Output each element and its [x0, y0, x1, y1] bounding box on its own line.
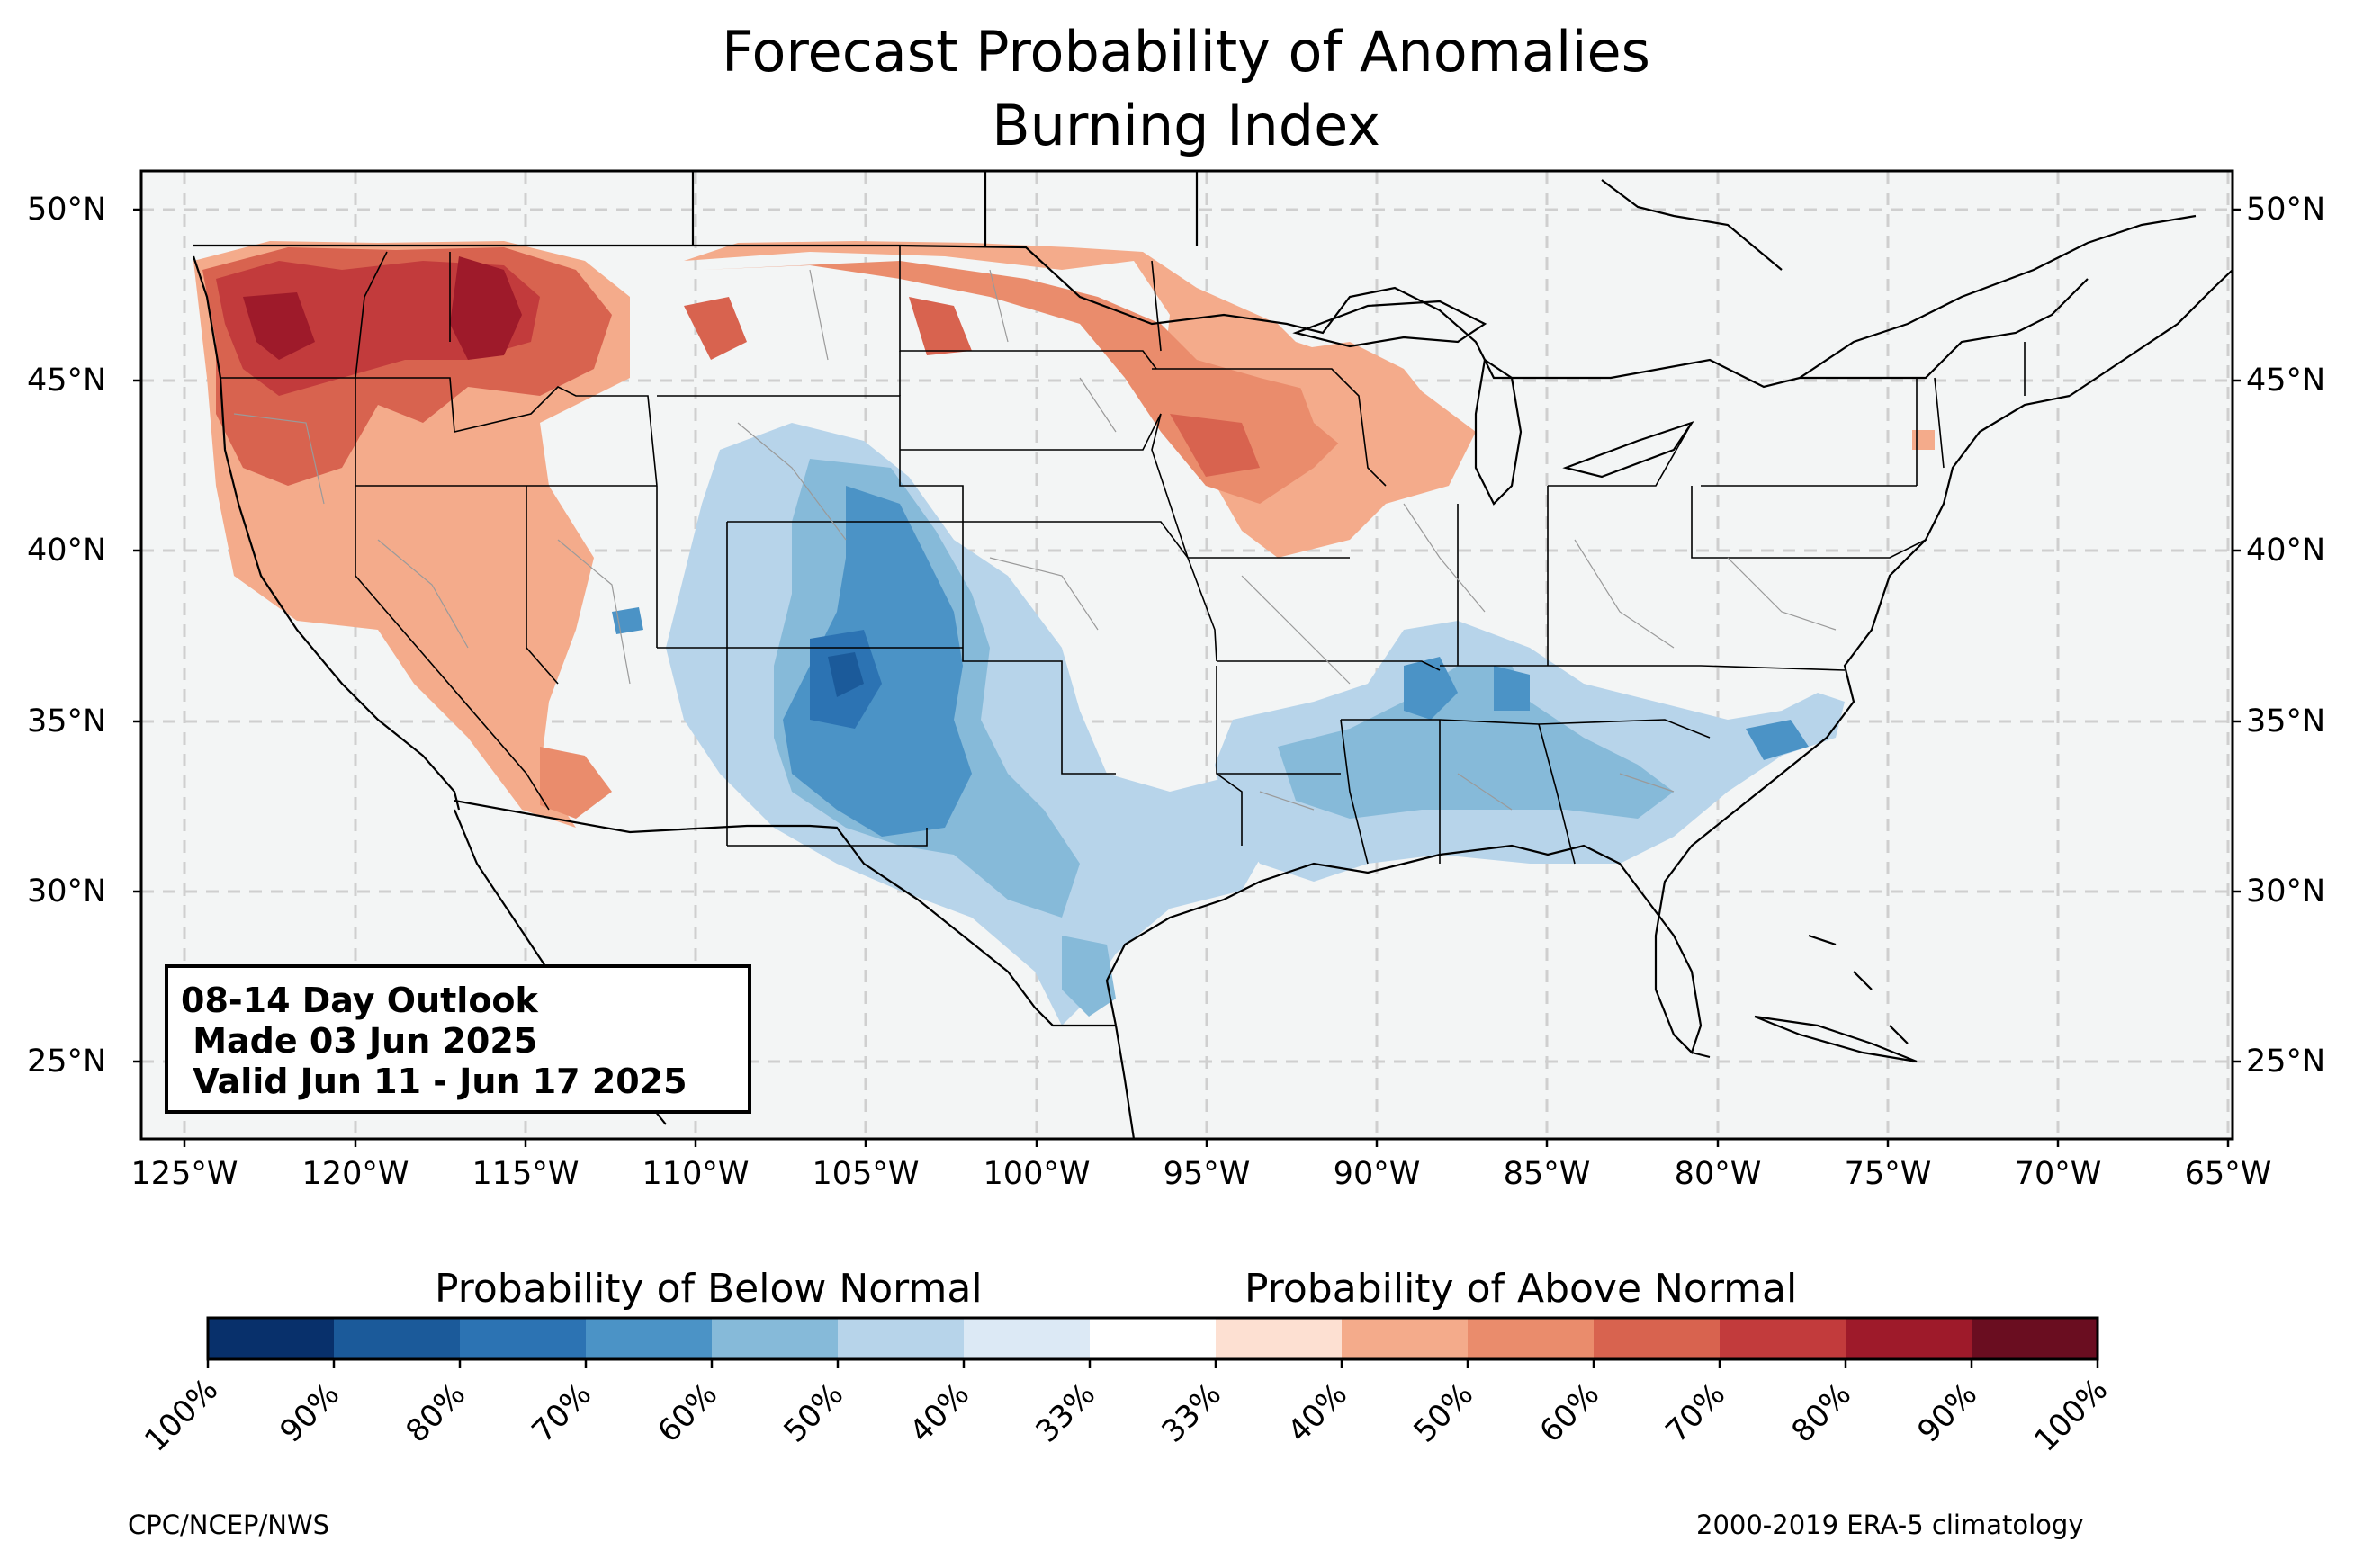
colorbar-swatch: [712, 1318, 839, 1359]
colorbar-swatch: [460, 1318, 587, 1359]
lake-michigan: [1474, 358, 1523, 506]
colorbar-swatch: [208, 1318, 335, 1359]
lon-label: 75°W: [1844, 1156, 1932, 1192]
lon-label: 80°W: [1674, 1156, 1762, 1192]
lat-label-left: 45°N: [27, 363, 107, 399]
lon-label: 70°W: [2014, 1156, 2102, 1192]
above-normal-new-england: [1912, 430, 1935, 450]
lat-label-right: 30°N: [2246, 874, 2326, 909]
lon-label: 115°W: [472, 1156, 580, 1192]
canada-north-shore: [1601, 179, 1783, 271]
colorbar-swatch: [1342, 1318, 1469, 1359]
lon-label: 105°W: [812, 1156, 920, 1192]
mexico-gulf-coast: [1114, 1025, 1136, 1139]
colorbar-swatch: [586, 1318, 713, 1359]
colorbar-frame: [206, 1316, 2099, 1361]
lat-label-left: 30°N: [27, 874, 107, 909]
colorbar-swatch: [334, 1318, 461, 1359]
above-normal-arizona: [540, 747, 612, 819]
colorbar-swatch: [1216, 1318, 1343, 1359]
lon-label: 65°W: [2184, 1156, 2272, 1192]
map-ticks: [133, 208, 2241, 1147]
footer-climatology: 2000-2019 ERA-5 climatology: [1696, 1510, 2084, 1540]
lat-label-right: 25°N: [2246, 1044, 2326, 1080]
lat-label-left: 25°N: [27, 1044, 107, 1080]
county-lines: [233, 269, 1837, 811]
lon-label: 95°W: [1163, 1156, 1251, 1192]
colorbar-swatch: [1594, 1318, 1721, 1359]
colorbar-below-title: Probability of Below Normal: [435, 1266, 983, 1312]
below-normal-southwest-peak: [828, 652, 864, 697]
lat-label-left: 50°N: [27, 192, 107, 228]
lake-superior: [1292, 300, 1487, 348]
below-normal-southeast-core: [1278, 666, 1674, 819]
lon-label: 110°W: [642, 1156, 750, 1192]
canada-east-coast: [2069, 269, 2233, 397]
outlook-info-box: 08-14 Day Outlook Made 03 Jun 2025 Valid…: [165, 964, 751, 1114]
lon-label: 85°W: [1503, 1156, 1591, 1192]
outlook-period: 08-14 Day Outlook: [181, 981, 538, 1020]
bahamas-outline: [1808, 934, 1909, 1044]
above-normal-great-lakes: [1287, 342, 1440, 468]
below-normal-texas-coast: [1062, 936, 1116, 1017]
colorbar-swatch: [1972, 1318, 2098, 1359]
us-west-coast: [192, 255, 461, 811]
lat-label-left: 40°N: [27, 533, 107, 569]
lat-label-left: 35°N: [27, 703, 107, 739]
above-normal-northern-plains-spots: [684, 297, 1260, 477]
colorbar-swatch: [964, 1318, 1091, 1359]
lon-label: 125°W: [130, 1156, 238, 1192]
cuba-outline: [1754, 1015, 1918, 1063]
above-normal-northwest-max: [243, 256, 522, 360]
lake-erie: [1562, 420, 1694, 479]
footer-source: CPC/NCEP/NWS: [128, 1510, 330, 1540]
lon-label: 100°W: [983, 1156, 1091, 1192]
colorbar-swatch: [1846, 1318, 1972, 1359]
outlook-made-date: Made 03 Jun 2025: [181, 1021, 538, 1061]
florida-keys: [1673, 1034, 1711, 1058]
map-frame: [139, 169, 2234, 1141]
colorbar: [206, 1316, 2099, 1368]
canada-river: [1799, 214, 2197, 379]
lat-label-right: 40°N: [2246, 533, 2326, 569]
outlook-valid-dates: Valid Jun 11 - Jun 17 2025: [181, 1062, 687, 1101]
figure-title: Forecast Probability of Anomalies: [722, 19, 1650, 85]
us-canada-border: [193, 244, 2089, 389]
lat-label-right: 45°N: [2246, 363, 2326, 399]
colorbar-swatch: [1468, 1318, 1595, 1359]
lon-label: 120°W: [301, 1156, 409, 1192]
colorbar-swatch: [838, 1318, 965, 1359]
figure-subtitle: Burning Index: [992, 93, 1380, 158]
below-normal-southeast-dark: [1404, 657, 1809, 760]
lat-label-right: 50°N: [2246, 192, 2326, 228]
colorbar-swatch: [1090, 1318, 1217, 1359]
above-normal-areas: [193, 241, 1935, 828]
below-normal-southwest-dark: [783, 486, 972, 837]
lon-label: 90°W: [1333, 1156, 1421, 1192]
colorbar-above-title: Probability of Above Normal: [1244, 1266, 1798, 1312]
state-borders: [220, 246, 2026, 865]
lat-label-right: 35°N: [2246, 703, 2326, 739]
colorbar-swatch: [1720, 1318, 1846, 1359]
below-normal-areas: [612, 423, 1845, 1026]
